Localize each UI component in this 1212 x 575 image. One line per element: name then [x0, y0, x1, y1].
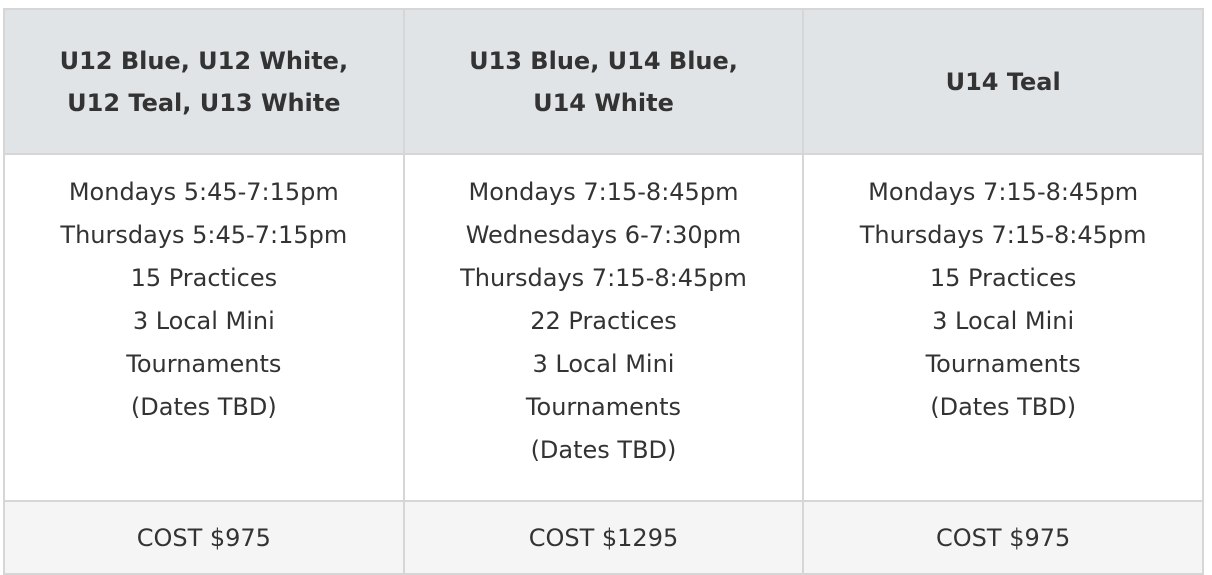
schedule-line: 15 Practices	[929, 264, 1077, 292]
schedule-cell: Mondays 5:45-7:15pm Thursdays 5:45-7:15pm…	[3, 153, 405, 502]
header-line: U13 Blue, U14 Blue,	[469, 46, 738, 75]
column-header: U14 Teal	[802, 8, 1204, 155]
schedule-table: U12 Blue, U12 White, U12 Teal, U13 White U…	[3, 8, 1204, 575]
schedule-line: Tournaments	[525, 393, 682, 421]
schedule-line: (Dates TBD)	[530, 436, 677, 464]
cost-cell: COST $975	[802, 500, 1204, 575]
schedule-line: Tournaments	[925, 350, 1081, 378]
schedule-line: Wednesdays 6-7:30pm	[465, 221, 742, 249]
schedule-line: Tournaments	[126, 350, 282, 378]
schedule-line: Mondays 7:15-8:45pm	[468, 178, 739, 206]
schedule-line: 3 Local Mini	[932, 307, 1075, 335]
schedule-line: Mondays 5:45-7:15pm	[68, 178, 339, 206]
schedule-line: 3 Local Mini	[132, 307, 275, 335]
cost-cell: COST $975	[3, 500, 405, 575]
header-line: U12 Blue, U12 White,	[59, 46, 349, 75]
cost-row: COST $975 COST $1295 COST $975	[3, 500, 1204, 575]
schedule-line: Thursdays 7:15-8:45pm	[859, 221, 1147, 249]
column-header: U12 Blue, U12 White, U12 Teal, U13 White	[3, 8, 405, 155]
schedule-line: Thursdays 5:45-7:15pm	[60, 221, 348, 249]
header-line: U12 Teal, U13 White	[67, 88, 341, 117]
schedule-cell: Mondays 7:15-8:45pm Wednesdays 6-7:30pm Th…	[402, 153, 805, 502]
header-line: U14 Teal	[945, 67, 1061, 96]
schedule-line: 15 Practices	[130, 264, 278, 292]
schedule-line: 3 Local Mini	[532, 350, 675, 378]
header-row: U12 Blue, U12 White, U12 Teal, U13 White U…	[3, 8, 1204, 155]
cost-cell: COST $1295	[402, 500, 805, 575]
column-header: U13 Blue, U14 Blue, U14 White	[402, 8, 805, 155]
schedule-line: 22 Practices	[530, 307, 677, 335]
schedule-cell: Mondays 7:15-8:45pm Thursdays 7:15-8:45pm…	[802, 153, 1204, 502]
schedule-row: Mondays 5:45-7:15pm Thursdays 5:45-7:15pm…	[3, 153, 1204, 502]
schedule-line: Thursdays 7:15-8:45pm	[460, 264, 747, 292]
schedule-line: (Dates TBD)	[130, 393, 277, 421]
header-line: U14 White	[533, 88, 674, 117]
schedule-line: Mondays 7:15-8:45pm	[868, 178, 1139, 206]
schedule-line: (Dates TBD)	[930, 393, 1077, 421]
